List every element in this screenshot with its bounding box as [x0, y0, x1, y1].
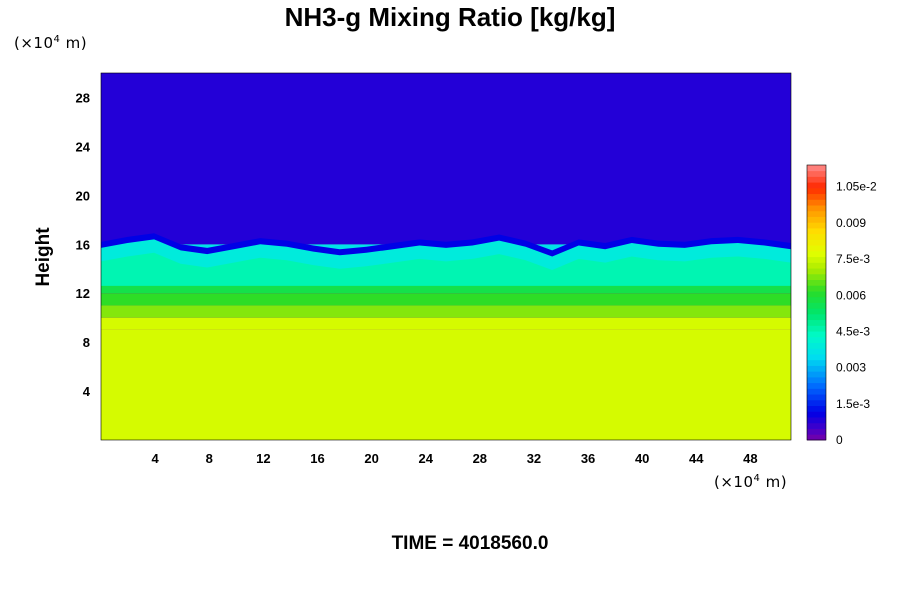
colorbar-segment: [807, 348, 826, 355]
colorbar-segment: [807, 296, 826, 303]
x-axis-ticks: 4 8 12 16 20 24 28 32 36 40 44 48: [152, 451, 758, 466]
colorbar-segment: [807, 245, 826, 252]
colorbar-tick-label: 0: [836, 433, 843, 447]
x-tick-label: 44: [689, 451, 704, 466]
colorbar-segment: [807, 187, 826, 195]
time-label: TIME = 4018560.0: [391, 533, 549, 554]
colorbar-segment: [807, 210, 826, 217]
colorbar-tick-label: 0.006: [836, 288, 866, 302]
y-tick-label: 16: [76, 237, 90, 252]
colorbar: 0 1.5e-3 0.003 4.5e-3 0.006 7.5e-3 0.009 1.05e-…: [806, 164, 877, 447]
colorbar-segment: [807, 250, 826, 258]
y-axis-unit: (×104 m): [14, 34, 88, 52]
x-tick-label: 48: [743, 451, 757, 466]
colorbar-tick-label: 1.05e-2: [836, 180, 877, 194]
value-band: [101, 73, 791, 245]
x-tick-label: 32: [527, 451, 541, 466]
colorbar-segment: [807, 176, 826, 183]
y-tick-label: 4: [83, 384, 91, 399]
chart-title: NH3-g Mixing Ratio [kg/kg]: [284, 2, 616, 32]
x-tick-label: 8: [206, 451, 213, 466]
value-band: [101, 329, 791, 440]
colorbar-segment: [807, 193, 826, 200]
x-tick-label: 16: [310, 451, 324, 466]
x-tick-label: 28: [473, 451, 487, 466]
plot-frame: [100, 72, 792, 441]
colorbar-segment: [807, 313, 826, 321]
colorbar-segment: [807, 388, 826, 395]
y-axis-ticks: 4 8 12 16 20 24 28: [76, 90, 91, 399]
colorbar-segment: [807, 365, 826, 372]
colorbar-segment: [807, 262, 826, 269]
colorbar-segment: [807, 291, 826, 298]
colorbar-segment: [807, 434, 826, 441]
boundary-layer: [101, 252, 791, 286]
colorbar-segment: [807, 165, 826, 172]
colorbar-segment: [807, 268, 826, 275]
value-band: [101, 305, 791, 318]
colorbar-segment: [807, 302, 826, 309]
colorbar-segment: [807, 428, 826, 435]
y-tick-label: 12: [76, 286, 90, 301]
colorbar-segment: [807, 182, 826, 189]
colorbar-segment: [807, 331, 826, 338]
y-tick-label: 20: [76, 188, 90, 203]
colorbar-segment: [807, 405, 826, 412]
y-tick-label: 28: [76, 90, 90, 105]
colorbar-segment: [807, 256, 826, 263]
x-tick-label: 4: [152, 451, 160, 466]
colorbar-segment: [807, 411, 826, 418]
colorbar-segment: [807, 228, 826, 235]
colorbar-segment: [807, 233, 826, 240]
value-band: [101, 317, 791, 330]
colorbar-segment: [807, 319, 826, 326]
colorbar-segment: [807, 279, 826, 286]
x-tick-label: 36: [581, 451, 595, 466]
colorbar-tick-label: 4.5e-3: [836, 324, 870, 338]
colorbar-segment: [807, 417, 826, 424]
x-tick-label: 12: [256, 451, 270, 466]
colorbar-segment: [807, 199, 826, 206]
x-tick-label: 40: [635, 451, 649, 466]
colorbar-segment: [807, 422, 826, 429]
value-band: [101, 293, 791, 306]
colorbar-segment: [807, 342, 826, 349]
plot-area: [100, 72, 792, 441]
colorbar-segment: [807, 216, 826, 223]
colorbar-segment: [807, 336, 826, 344]
colorbar-tick-label: 1.5e-3: [836, 397, 870, 411]
colorbar-segment: [807, 222, 826, 229]
colorbar-tick-label: 0.009: [836, 216, 866, 230]
colorbar-segment: [807, 376, 826, 384]
colorbar-segment: [807, 273, 826, 280]
colorbar-tick-label: 0.003: [836, 361, 866, 375]
colorbar-segment: [807, 325, 826, 332]
colorbar-segment: [807, 394, 826, 401]
y-tick-label: 8: [83, 335, 90, 350]
x-tick-label: 20: [364, 451, 378, 466]
colorbar-segment: [807, 359, 826, 366]
colorbar-segment: [807, 354, 826, 361]
x-tick-label: 24: [418, 451, 433, 466]
colorbar-segment: [807, 371, 826, 378]
colorbar-segment: [807, 239, 826, 246]
colorbar-frame: [806, 164, 827, 441]
colorbar-segment: [807, 399, 826, 407]
colorbar-segment: [807, 205, 826, 212]
colorbar-segment: [807, 382, 826, 389]
y-tick-label: 24: [76, 139, 91, 154]
colorbar-segment: [807, 170, 826, 177]
colorbar-segment: [807, 285, 826, 292]
colorbar-segment: [807, 308, 826, 315]
x-axis-unit: (×104 m): [714, 473, 788, 491]
colorbar-tick-label: 7.5e-3: [836, 252, 870, 266]
